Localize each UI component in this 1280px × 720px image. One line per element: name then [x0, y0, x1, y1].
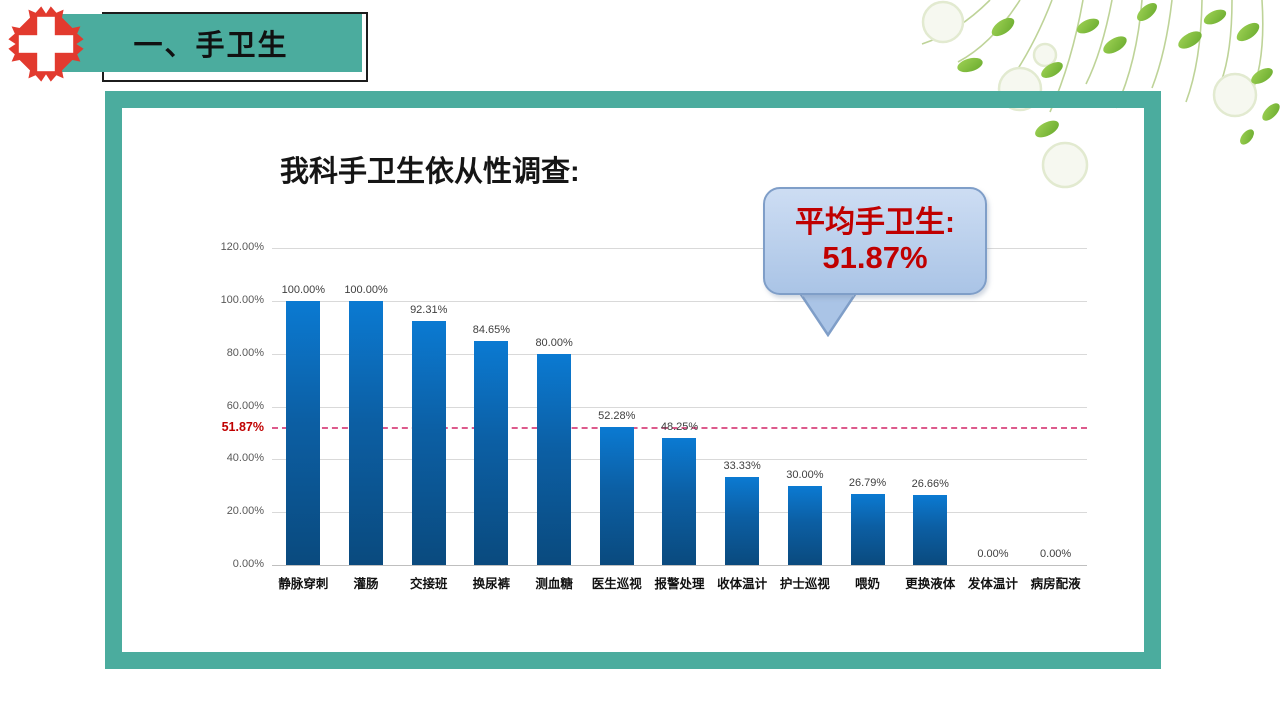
gridline-60 — [272, 406, 1087, 408]
bar-喂奶 — [850, 494, 885, 565]
bar-测血糖 — [537, 353, 572, 565]
average-tick-label: 51.87% — [221, 419, 264, 434]
bar-value-label: 80.00% — [535, 336, 573, 349]
category-label: 灌肠 — [353, 577, 379, 591]
bar-护士巡视 — [787, 485, 822, 565]
bar-灌肠 — [349, 300, 384, 565]
category-label: 护士巡视 — [779, 577, 830, 591]
category-label: 交接班 — [409, 577, 448, 591]
category-label: 更换液体 — [905, 577, 956, 591]
category-label: 换尿裤 — [472, 577, 511, 591]
bar-value-label: 33.33% — [723, 459, 761, 472]
leaf-icons — [957, 3, 1280, 145]
bar-value-label: 26.66% — [911, 477, 949, 490]
bar-静脉穿刺 — [286, 300, 321, 565]
ytick-label-100: 100.00% — [220, 293, 264, 306]
ytick-label-40: 40.00% — [226, 452, 264, 465]
category-label: 报警处理 — [654, 577, 705, 591]
bar-value-label: 30.00% — [786, 468, 824, 481]
ytick-label-20: 20.00% — [226, 505, 264, 518]
average-callout: 平均手卫生: 51.87% — [763, 187, 987, 295]
bar-报警处理 — [662, 437, 697, 565]
gridline-100 — [272, 300, 1087, 302]
bar-更换液体 — [913, 494, 948, 565]
callout-text: 平均手卫生: — [795, 205, 955, 239]
bar-收体温计 — [725, 476, 760, 565]
gridline-0 — [272, 565, 1087, 566]
category-label: 发体温计 — [967, 577, 1018, 591]
callout-value: 51.87% — [822, 240, 928, 276]
content-frame — [105, 91, 1161, 669]
section-header-banner: 一、手卫生 — [60, 14, 362, 72]
bar-value-label: 100.00% — [344, 283, 388, 296]
callout-tail — [798, 293, 858, 337]
category-label: 喂奶 — [855, 577, 881, 591]
section-title: 一、手卫生 — [133, 30, 289, 62]
category-label: 病房配液 — [1030, 577, 1081, 591]
ytick-label-60: 60.00% — [226, 399, 264, 412]
category-label: 静脉穿刺 — [278, 577, 329, 591]
gridline-80 — [272, 353, 1087, 355]
bar-value-label: 0.00% — [977, 548, 1009, 560]
ytick-label-120: 120.00% — [220, 241, 264, 253]
bar-医生巡视 — [599, 426, 634, 565]
bar-value-label: 52.28% — [598, 409, 636, 422]
bar-换尿裤 — [474, 341, 509, 565]
bar-value-label: 0.00% — [1040, 548, 1072, 560]
ytick-label-0: 0.00% — [232, 558, 264, 570]
category-label: 测血糖 — [535, 577, 573, 591]
bar-value-label: 92.31% — [410, 304, 448, 317]
bar-value-label: 48.25% — [660, 420, 699, 433]
hospital-cross-icon — [8, 6, 84, 82]
gridline-120 — [272, 248, 1087, 249]
bar-value-label: 26.79% — [848, 477, 887, 490]
category-label: 医生巡视 — [591, 577, 642, 591]
category-label: 收体温计 — [717, 577, 768, 591]
bar-value-label: 84.65% — [472, 324, 511, 337]
chart-title: 我科手卫生依从性调查: — [280, 156, 580, 188]
bar-value-label: 100.00% — [281, 283, 326, 296]
bar-交接班 — [411, 321, 446, 565]
ytick-label-80: 80.00% — [226, 346, 264, 359]
average-dashed-line — [272, 426, 1087, 429]
